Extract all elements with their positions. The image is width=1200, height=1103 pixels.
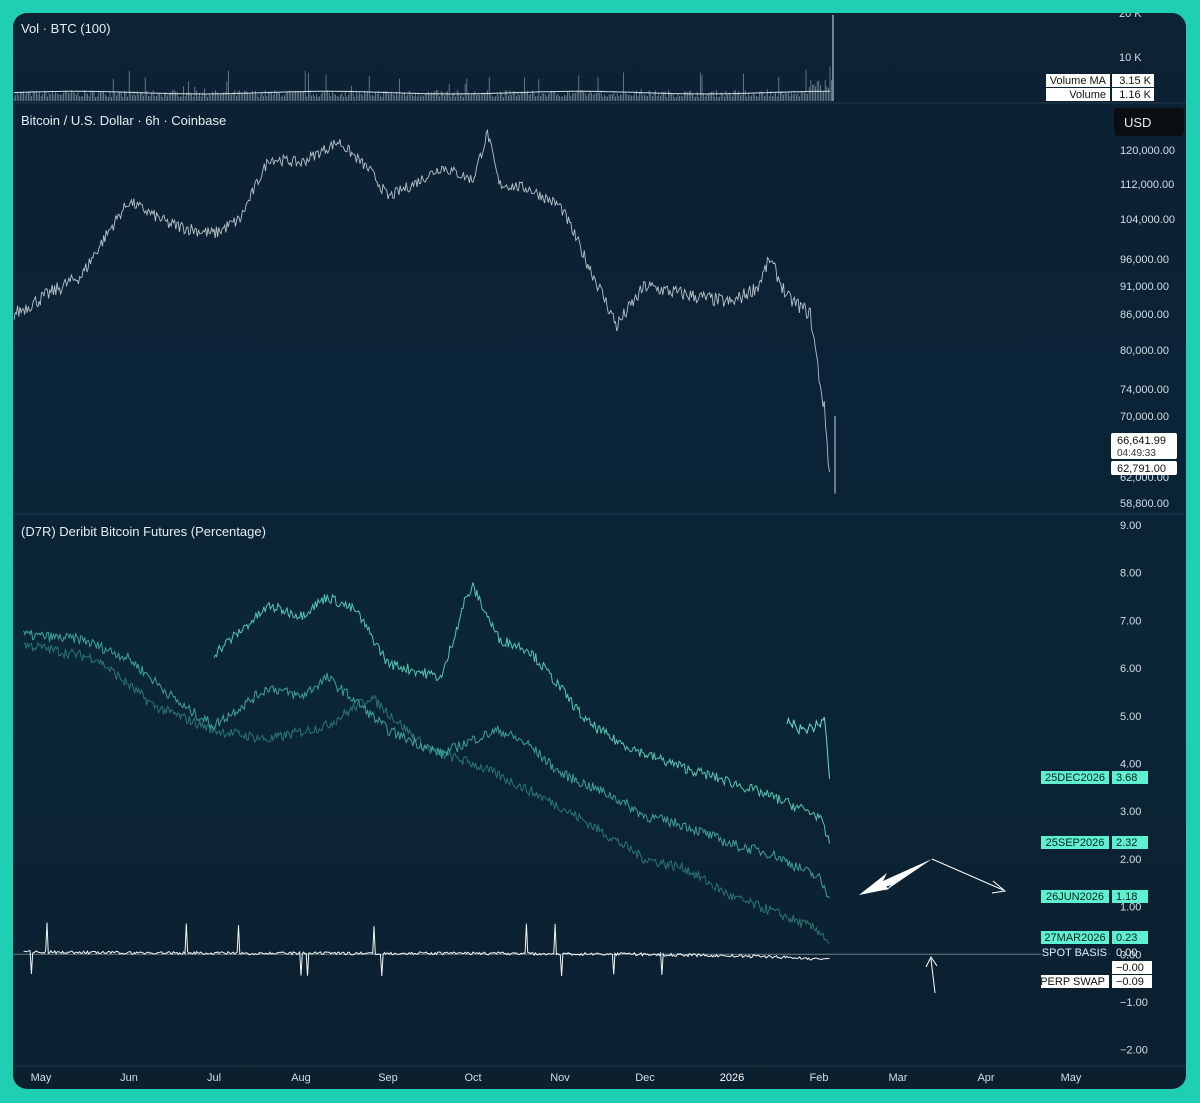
low-price-box — [1111, 461, 1177, 475]
x-axis-tick-label: Mar — [889, 1072, 908, 1084]
annotation-arrows — [859, 858, 1007, 994]
volume-legend-name-box — [1046, 74, 1110, 87]
x-axis-tick-label: Nov — [550, 1072, 570, 1084]
volume-legend-value: 3.15 K — [1119, 75, 1151, 87]
series-value-label: −0.09 — [1116, 976, 1144, 988]
price-panel-title: Bitcoin / U.S. Dollar · 6h · Coinbase — [21, 113, 227, 128]
x-axis-tick-label: Apr — [977, 1072, 994, 1084]
price-ytick-label: 104,000.00 — [1120, 214, 1175, 226]
futures-series-line-25sep2026 — [213, 582, 830, 844]
futures-ytick-label: 0.00 — [1120, 949, 1141, 961]
x-axis-tick-label: 2026 — [720, 1072, 744, 1084]
price-ytick-label: 74,000.00 — [1120, 384, 1169, 396]
last-price-box — [1111, 433, 1177, 459]
x-axis-tick-label: Dec — [635, 1072, 655, 1084]
chart-canvas[interactable]: 20 K 10 K Volume MA 3.15 K Volume 1.16 K 120,0… — [13, 13, 1186, 1089]
volume-ytick-label: 20 K — [1119, 13, 1142, 20]
volume-legend-value-box — [1112, 74, 1154, 87]
series-value-label: 0.23 — [1116, 932, 1137, 944]
series-value-tag — [1112, 890, 1148, 903]
series-name-label: PERP SWAP — [1040, 976, 1105, 988]
futures-series-line-perp-swap — [23, 922, 830, 977]
series-value-label: 1.18 — [1116, 891, 1137, 903]
series-name-tag — [1041, 771, 1109, 784]
series-value-tag — [1112, 961, 1152, 974]
x-axis-tick-label: Sep — [378, 1072, 398, 1084]
volume-legend-name: Volume — [1069, 89, 1106, 101]
futures-panel-title: (D7R) Deribit Bitcoin Futures (Percentag… — [21, 524, 266, 539]
futures-ytick-label: 7.00 — [1120, 615, 1141, 627]
futures-ytick-label: 3.00 — [1120, 806, 1141, 818]
series-value-label: 2.32 — [1116, 837, 1137, 849]
thin-arrow-icon — [931, 858, 1004, 891]
series-value-label: 3.68 — [1116, 772, 1137, 784]
x-axis-tick-label: May — [31, 1072, 52, 1084]
series-name-tag — [1041, 946, 1109, 959]
price-ytick-label: 58,800.00 — [1120, 498, 1169, 510]
futures-ytick-label: 1.00 — [1120, 902, 1141, 914]
chart-window: 20 K 10 K Volume MA 3.15 K Volume 1.16 K 120,0… — [13, 13, 1186, 1089]
x-axis-tick-label: Oct — [464, 1072, 481, 1084]
up-arrow-head-icon — [925, 956, 938, 968]
up-arrow-icon — [930, 958, 936, 994]
low-price-label: 62,791.00 — [1117, 463, 1166, 475]
series-name-label: 26JUN2026 — [1046, 891, 1104, 903]
series-name-label: 25SEP2026 — [1046, 837, 1105, 849]
series-value-tag — [1112, 931, 1148, 944]
price-ytick-label: 80,000.00 — [1120, 345, 1169, 357]
series-name-label: 25DEC2026 — [1045, 772, 1105, 784]
futures-ytick-label: 6.00 — [1120, 663, 1141, 675]
x-axis-tick-label: Feb — [810, 1072, 829, 1084]
price-ytick-label: 112,000.00 — [1120, 179, 1174, 191]
futures-ytick-label: −2.00 — [1120, 1045, 1148, 1057]
volume-panel-title: Vol · BTC (100) — [21, 21, 111, 36]
volume-legend-value-box — [1112, 88, 1154, 101]
volume-legend-value: 1.16 K — [1119, 89, 1151, 101]
futures-series-line-25dec2026 — [786, 716, 830, 779]
futures-ytick-label: 2.00 — [1120, 854, 1141, 866]
x-axis-tick-label: Jul — [207, 1072, 221, 1084]
x-axis-tick-label: May — [1061, 1072, 1082, 1084]
x-axis-tick-label: Jun — [120, 1072, 138, 1084]
volume-ytick-label: 10 K — [1119, 52, 1142, 64]
price-ytick-label: 96,000.00 — [1120, 254, 1169, 266]
price-ytick-label: 86,000.00 — [1120, 309, 1169, 321]
volume-bars — [13, 66, 832, 101]
futures-series-line-27mar2026 — [23, 641, 830, 944]
futures-ytick-label: 4.00 — [1120, 759, 1141, 771]
volume-legend-name-box — [1046, 88, 1110, 101]
price-ytick-label: 91,000.00 — [1120, 281, 1169, 293]
series-name-tag — [1041, 975, 1109, 988]
futures-ytick-label: 5.00 — [1120, 711, 1141, 723]
last-price-label: 66,641.99 — [1117, 435, 1166, 447]
volume-ma-line — [13, 90, 830, 95]
big-arrow-icon — [859, 859, 932, 895]
series-name-label: SPOT BASIS — [1042, 947, 1107, 959]
futures-ytick-label: −1.00 — [1120, 997, 1148, 1009]
series-value-tag — [1112, 771, 1148, 784]
series-value-tag — [1112, 975, 1152, 988]
volume-legend-name: Volume MA — [1050, 75, 1107, 87]
currency-button[interactable]: USD — [1114, 108, 1184, 136]
price-series-line — [13, 128, 830, 473]
price-countdown-label: 04:49:33 — [1117, 448, 1156, 459]
futures-series-line-26jun2026 — [23, 630, 830, 899]
futures-ytick-label: 8.00 — [1120, 568, 1141, 580]
series-value-tag — [1112, 836, 1148, 849]
series-name-tag — [1041, 836, 1109, 849]
futures-ytick-label: 9.00 — [1120, 520, 1141, 532]
thin-arrow-head-icon — [991, 880, 1007, 894]
series-extra-value-label: −0.00 — [1116, 962, 1144, 974]
price-ytick-label: 70,000.00 — [1120, 411, 1169, 423]
series-name-tag — [1041, 890, 1109, 903]
series-value-label: 0.00 — [1116, 947, 1137, 959]
series-name-label: 27MAR2026 — [1044, 932, 1105, 944]
series-name-tag — [1041, 931, 1109, 944]
x-axis-tick-label: Aug — [291, 1072, 311, 1084]
price-ytick-label: 120,000.00 — [1120, 145, 1175, 157]
